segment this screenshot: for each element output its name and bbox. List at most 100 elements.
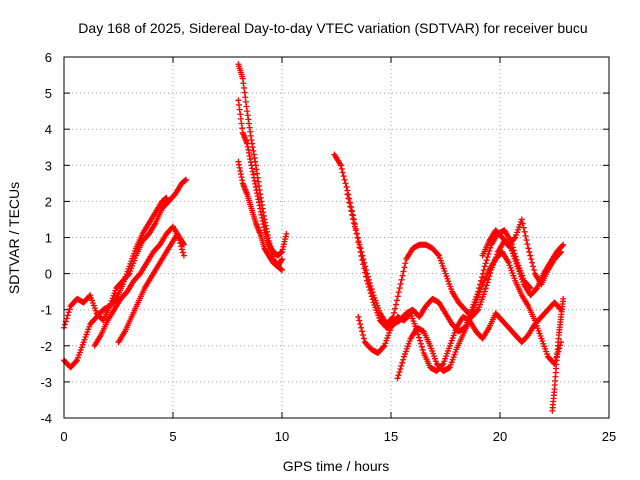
data-point (175, 233, 182, 240)
data-point (346, 199, 353, 206)
data-point (518, 216, 525, 223)
data-point (364, 270, 371, 277)
data-point (348, 207, 355, 214)
y-tick-label: -1 (40, 303, 52, 318)
series-track-11 (394, 248, 565, 382)
data-point (530, 263, 537, 270)
data-point (341, 176, 348, 183)
data-point (394, 293, 401, 300)
data-point (361, 259, 368, 266)
data-point (177, 240, 184, 247)
data-point (342, 180, 349, 187)
data-point (73, 358, 80, 365)
data-point (367, 282, 374, 289)
data-point (392, 301, 399, 308)
axis-ticks: 0 5 10 15 20 25 -4 -3 -2 -1 0 1 2 3 4 5 6 (40, 50, 616, 444)
x-tick-label: 15 (384, 429, 398, 444)
data-point (400, 268, 407, 275)
data-point (355, 238, 362, 245)
data-point (360, 256, 367, 263)
data-point (523, 237, 530, 244)
x-tick-label: 20 (493, 429, 507, 444)
data-point (338, 165, 345, 172)
data-point (529, 259, 536, 266)
series-track-1 (61, 176, 190, 331)
data-point (66, 306, 73, 313)
data-point (524, 241, 531, 248)
data-point (401, 264, 408, 271)
data-point (176, 237, 183, 244)
data-point (174, 230, 181, 237)
data-point (364, 273, 371, 280)
data-point (558, 248, 565, 255)
data-point (349, 211, 356, 218)
data-point (339, 169, 346, 176)
data-point (393, 297, 400, 304)
y-axis-label: SDTVAR / TECUs (6, 182, 22, 294)
data-point (478, 274, 485, 281)
data-point (351, 223, 358, 230)
data-point (530, 266, 537, 273)
data-point (399, 359, 406, 366)
data-point (527, 252, 534, 259)
data-point (482, 260, 489, 267)
data-point (533, 286, 540, 293)
y-tick-label: 2 (45, 194, 52, 209)
series-track-2 (61, 194, 170, 371)
series-track-10 (355, 299, 565, 375)
data-point (343, 183, 350, 190)
data-point (344, 191, 351, 198)
y-tick-label: 3 (45, 158, 52, 173)
data-point (416, 334, 423, 341)
data-point (520, 224, 527, 231)
data-point (356, 317, 363, 324)
data-point (418, 343, 425, 350)
data-point (178, 243, 185, 250)
data-point (392, 305, 399, 312)
data-point (526, 248, 533, 255)
data-point (560, 295, 567, 302)
data-point (395, 372, 402, 379)
data-point (396, 369, 403, 376)
data-point (481, 263, 488, 270)
x-axis-label: GPS time / hours (283, 458, 390, 474)
data-point (65, 309, 72, 316)
data-point (399, 272, 406, 279)
data-point (485, 276, 492, 283)
data-point (179, 246, 186, 253)
data-point (369, 289, 376, 296)
data-point (557, 249, 564, 256)
data-point (283, 230, 290, 237)
data-point (391, 309, 398, 316)
data-point (64, 312, 71, 319)
data-point (511, 235, 518, 242)
data-point (340, 173, 347, 180)
data-point (352, 227, 359, 234)
y-tick-label: 1 (45, 231, 52, 246)
data-points (61, 61, 567, 414)
data-point (356, 241, 363, 248)
data-point (279, 266, 285, 273)
data-point (395, 289, 402, 296)
grid-lines (64, 57, 609, 418)
data-point (416, 337, 423, 344)
data-point (61, 321, 68, 328)
data-point (63, 315, 70, 322)
data-point (363, 266, 370, 273)
data-point (350, 215, 357, 222)
data-point (355, 313, 362, 320)
data-point (353, 230, 360, 237)
chart-title: Day 168 of 2025, Sidereal Day-to-day VTE… (78, 20, 587, 36)
data-point (183, 176, 190, 183)
data-point (360, 335, 367, 342)
data-point (337, 162, 344, 169)
y-tick-label: -3 (40, 375, 52, 390)
data-point (394, 375, 401, 382)
data-point (359, 252, 366, 259)
data-point (484, 254, 491, 261)
data-point (519, 220, 526, 227)
data-point (483, 282, 490, 289)
y-tick-label: 5 (45, 86, 52, 101)
data-point (560, 241, 567, 248)
data-point (397, 280, 404, 287)
